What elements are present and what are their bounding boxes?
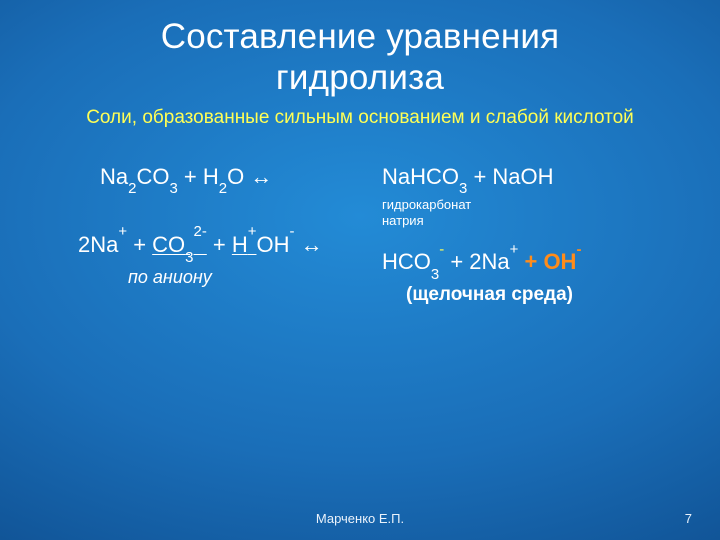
t: 2-	[194, 223, 207, 240]
slide: Составление уравнения гидролиза Соли, об…	[0, 0, 720, 540]
t: 3	[185, 249, 193, 266]
t: + OH	[518, 249, 576, 274]
t: Na	[100, 164, 128, 189]
footer-page-number: 7	[685, 511, 692, 526]
t: 3	[169, 180, 177, 197]
t: -	[576, 241, 581, 258]
oh-group: + OH-	[518, 249, 581, 274]
right-eq1-note: гидрокарбонат натрия	[382, 197, 642, 228]
t: -	[439, 241, 444, 258]
t: 2	[219, 180, 227, 197]
right-note: (щелочная среда)	[382, 283, 642, 308]
t: H	[232, 232, 248, 257]
t: 3	[459, 180, 467, 197]
left-eq2: 2Na+ + CO32- + H+OH- ↔	[78, 231, 358, 260]
t: O ↔	[227, 164, 272, 189]
right-column: NaHCO3 + NaOH гидрокарбонат натрия HCO3-…	[382, 163, 642, 308]
title-line1: Составление уравнения	[161, 17, 560, 56]
t: гидрокарбонат	[382, 197, 471, 212]
slide-subtitle: Соли, образованные сильным основанием и …	[0, 107, 720, 129]
t: 2Na	[78, 232, 118, 257]
t: CO	[136, 164, 169, 189]
t: 3	[431, 266, 439, 283]
t: HCO	[382, 249, 431, 274]
t: +	[118, 223, 127, 240]
title-line2: гидролиза	[276, 58, 444, 97]
t: +	[127, 232, 152, 257]
left-note: по аниону	[78, 266, 358, 289]
t: CO	[152, 232, 185, 257]
t: натрия	[382, 213, 424, 228]
footer-author: Марченко Е.П.	[0, 511, 720, 526]
t: +	[207, 232, 232, 257]
left-column: Na2CO3 + H2O ↔ 2Na+ + CO32- + H+OH- ↔ по…	[78, 163, 358, 308]
t: + H	[178, 164, 219, 189]
t: -	[290, 223, 295, 240]
t: OH	[257, 232, 290, 257]
right-eq2: HCO3- + 2Na+ + OH-	[382, 248, 642, 277]
h-cation: H+	[232, 232, 257, 257]
t: 2	[128, 180, 136, 197]
t: + NaOH	[467, 164, 553, 189]
left-eq1: Na2CO3 + H2O ↔	[78, 163, 358, 192]
t: + 2Na	[444, 249, 509, 274]
t: ↔	[294, 232, 322, 257]
t: +	[248, 223, 257, 240]
t: +	[510, 241, 519, 258]
co3-anion: CO32-	[152, 232, 207, 257]
right-eq1: NaHCO3 + NaOH	[382, 163, 642, 192]
t: NaHCO	[382, 164, 459, 189]
content: Na2CO3 + H2O ↔ 2Na+ + CO32- + H+OH- ↔ по…	[0, 163, 720, 308]
slide-title: Составление уравнения гидролиза	[0, 0, 720, 99]
